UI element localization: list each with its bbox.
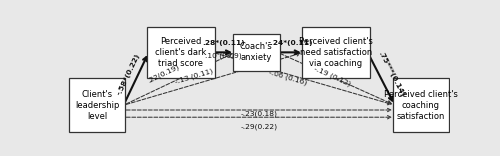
FancyBboxPatch shape: [302, 27, 370, 78]
Text: Perceived
client's dark
triad score: Perceived client's dark triad score: [155, 37, 206, 68]
Text: -.58*(0.22): -.58*(0.22): [116, 52, 141, 96]
Text: -.24*(0.11): -.24*(0.11): [268, 40, 314, 46]
FancyBboxPatch shape: [147, 27, 214, 78]
Text: -.06 (0.16): -.06 (0.16): [268, 68, 308, 86]
Text: .22(0.19): .22(0.19): [147, 64, 180, 84]
Text: .75***(0.14): .75***(0.14): [377, 50, 405, 98]
FancyBboxPatch shape: [233, 34, 280, 71]
FancyBboxPatch shape: [70, 78, 126, 132]
Text: .28*(0.11): .28*(0.11): [202, 40, 245, 46]
Text: Perceived client's
need satisfaction
via coaching: Perceived client's need satisfaction via…: [299, 37, 372, 68]
Text: Coach's
anxiety: Coach's anxiety: [240, 42, 272, 62]
Text: Perceived client's
coaching
satisfaction: Perceived client's coaching satisfaction: [384, 90, 458, 121]
FancyBboxPatch shape: [393, 78, 449, 132]
Text: -.29(0.22): -.29(0.22): [240, 124, 278, 130]
Text: -.19 (0.12): -.19 (0.12): [313, 65, 352, 88]
Text: Client's
leadership
level: Client's leadership level: [75, 90, 120, 121]
Text: -.23(0.18): -.23(0.18): [240, 110, 278, 117]
Text: .10 (0.09): .10 (0.09): [206, 52, 242, 59]
Text: -.13 (0.11): -.13 (0.11): [174, 68, 214, 85]
